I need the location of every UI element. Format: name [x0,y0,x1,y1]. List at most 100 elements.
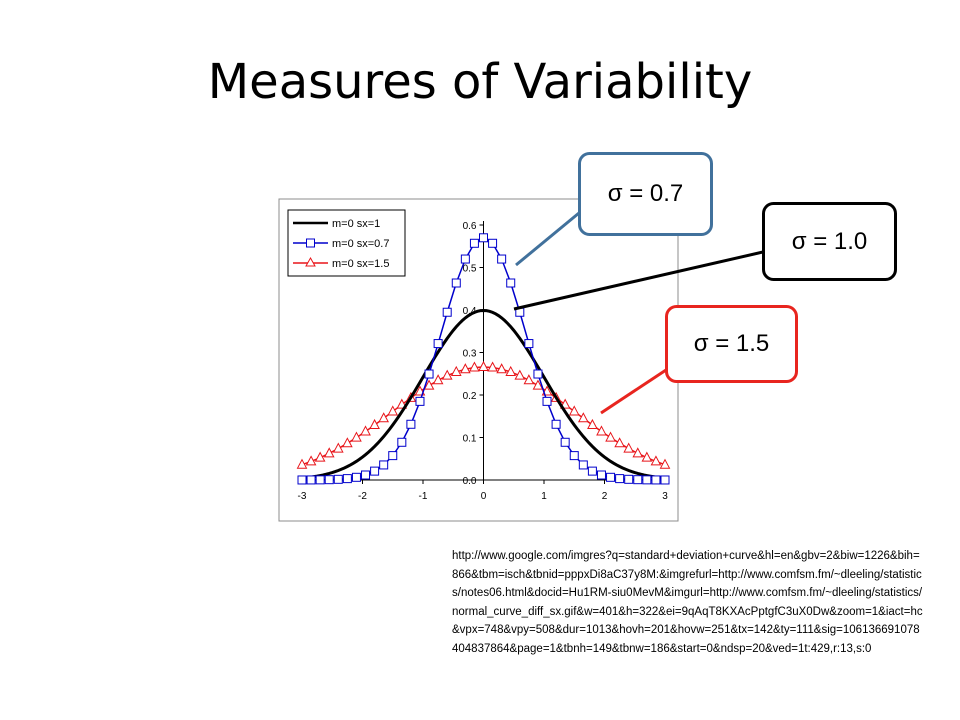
series-point [450,365,462,376]
series-line-0 [301,308,666,480]
series-point [633,475,643,485]
series-point [551,419,561,429]
legend-marker-triangle [305,256,316,267]
series-point [441,369,453,380]
series-point [596,425,607,436]
series-point [641,451,653,462]
series-point [460,363,471,374]
legend-label-sx07: m=0 sx=0.7 [332,238,389,250]
chart-legend: m=0 sx=1 m=0 sx=0.7 m=0 sx=1.5 [287,209,406,277]
series-point [360,425,371,436]
series-point [542,396,552,406]
series-point [387,405,399,416]
series-point [496,363,507,374]
series-point [406,419,416,429]
legend-label-sx15: m=0 sx=1.5 [332,258,389,270]
callout-sd-10-text: σ = 1.0 [791,227,868,255]
series-point [370,466,380,476]
x-tick-label: 1 [541,491,547,502]
y-tick-label: 0.5 [463,264,477,275]
series-point [305,455,317,466]
series-point [433,339,443,349]
x-tick-label: -2 [358,491,367,502]
series-point [423,379,435,390]
series-point [460,254,470,264]
connector-sd10 [513,250,764,311]
callout-sd-15: σ = 1.5 [665,305,798,383]
legend-marker-square [306,238,315,248]
series-point [587,466,597,476]
series-point [333,474,343,484]
connector-sd15 [600,368,667,415]
series-point [506,278,516,288]
series-point [332,442,344,453]
series-point [415,396,425,406]
series-point [642,475,652,485]
callout-sd-07: σ = 0.7 [578,152,713,236]
series-point [606,472,616,482]
x-tick-label: -3 [298,491,307,502]
series-point [469,361,480,372]
series-point [478,360,489,371]
series-point [324,475,334,485]
x-tick-label: 0 [481,491,487,502]
series-point [479,233,488,243]
series-point [650,455,662,466]
series-point [469,238,479,248]
series-point [314,451,326,462]
series-point [568,405,580,416]
series-point [569,451,579,461]
series-point [532,379,544,390]
series-point [632,447,644,458]
legend-label-sx1: m=0 sx=1 [332,218,380,230]
x-tick-label: -1 [419,491,428,502]
series-point [487,361,498,372]
y-tick-label: 0.4 [463,306,477,317]
series-point [615,474,625,484]
series-point [378,412,390,423]
series-point [342,437,353,448]
y-tick-label: 0.6 [463,221,477,232]
chart-series-layer [296,233,671,485]
series-point [315,475,325,485]
series-point [651,475,661,485]
series-point [361,470,371,480]
series-point [369,418,380,429]
series-point [351,431,362,442]
x-tick-label: 3 [662,491,668,502]
connector-sd07 [515,211,580,267]
series-point [523,374,535,385]
source-url-text: http://www.google.com/imgres?q=standard+… [452,550,923,655]
series-point [497,254,507,264]
y-tick-label: 0.2 [463,391,477,402]
callout-sd-15-text: σ = 1.5 [693,330,770,357]
y-tick-label: 0.0 [463,476,477,487]
series-point [596,470,606,480]
y-tick-label: 0.3 [463,349,477,360]
x-tick-label: 2 [602,491,608,502]
series-point [388,451,398,461]
chart-axes: -3 -2 -1 0 1 2 3 0.0 0.1 0.2 0.3 0.4 0.5 0.6 [298,221,668,502]
callout-connectors [513,211,764,415]
series-point [587,418,598,429]
series-point [505,365,517,376]
series-point [424,369,434,379]
series-point [297,475,307,485]
series-point [614,437,625,448]
series-point [605,431,616,442]
series-point [397,437,407,447]
series-point [577,412,589,423]
callout-sd-10: σ = 1.0 [762,202,897,281]
series-point [379,460,389,470]
series-point [296,458,308,469]
series-point [323,447,335,458]
series-point [578,460,588,470]
series-point [624,474,634,484]
y-tick-label: 0.1 [463,434,477,445]
series-point [560,437,570,447]
series-point [514,369,526,380]
series-point [351,472,361,482]
series-point [342,474,352,484]
series-point [524,339,534,349]
